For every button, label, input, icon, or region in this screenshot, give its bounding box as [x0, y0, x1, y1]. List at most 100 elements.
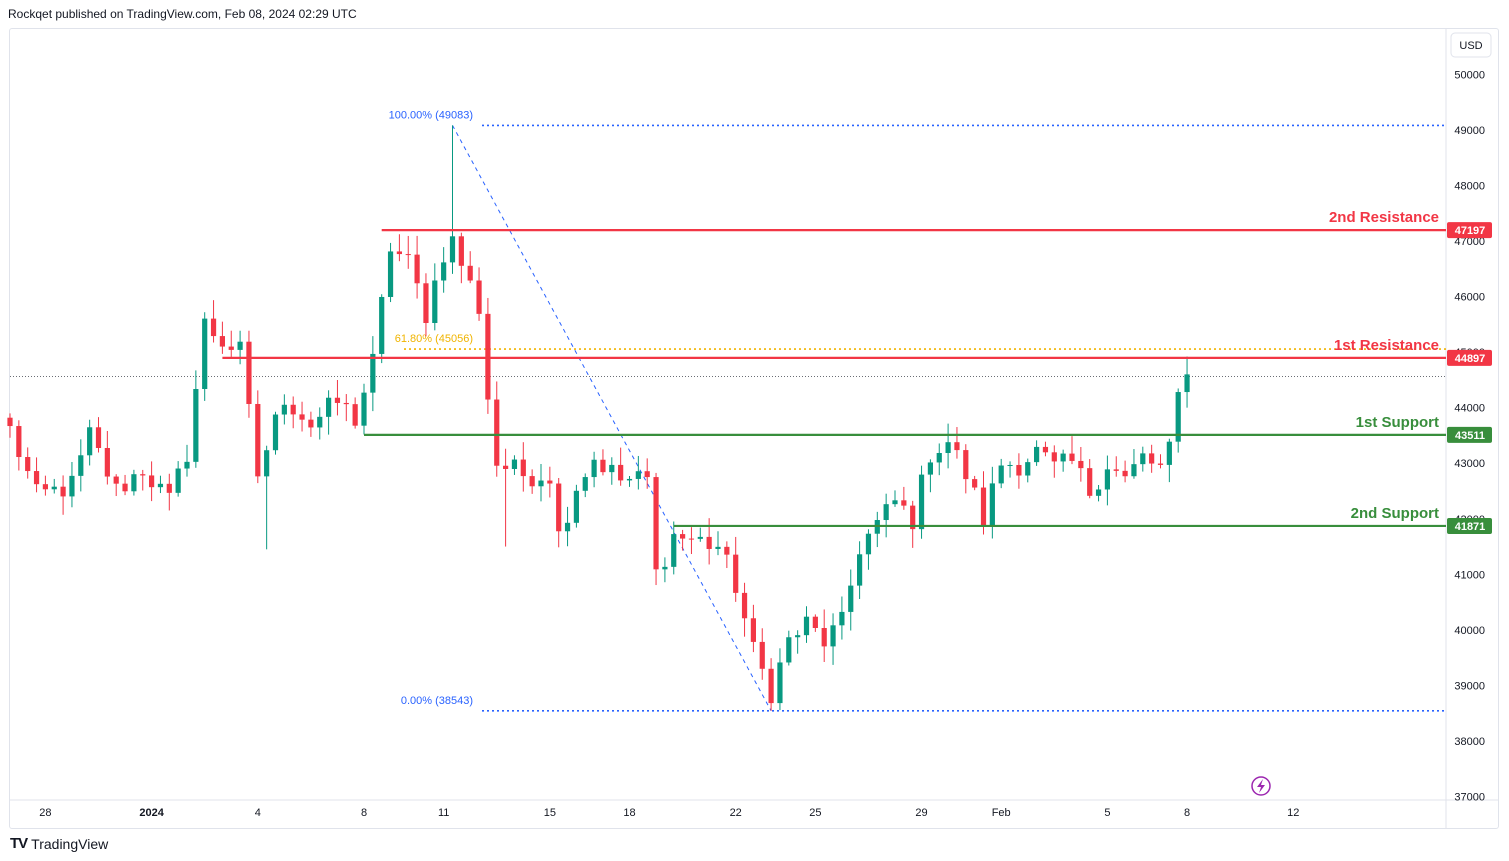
candle [193, 370, 199, 468]
candle [945, 423, 951, 469]
candle [494, 381, 500, 477]
candle-body [989, 483, 995, 526]
candle [42, 475, 48, 496]
candle-body [857, 554, 863, 586]
candle-body [591, 459, 597, 478]
candle [511, 455, 518, 475]
candle [1140, 446, 1146, 472]
candle [803, 606, 810, 643]
candle [1095, 484, 1102, 502]
candle-body [33, 471, 40, 485]
candle [680, 529, 686, 551]
x-tick-label: 8 [361, 807, 367, 819]
candle-body [361, 392, 367, 426]
resistance-label: 2nd Resistance [1329, 209, 1439, 226]
candle-body [379, 296, 385, 354]
candle [830, 613, 836, 665]
candle-body [149, 475, 155, 488]
y-tick-label: 38000 [1454, 736, 1485, 748]
candle-body [228, 346, 234, 350]
x-tick-label: 12 [1287, 807, 1299, 819]
candle-body [662, 566, 668, 570]
candle [210, 300, 217, 343]
candle [989, 466, 995, 539]
candle-body [865, 533, 872, 555]
candle [308, 411, 314, 437]
support-label: 1st Support [1356, 414, 1439, 431]
candle-body [219, 336, 225, 347]
fib-level-label: 0.00% (38543) [401, 695, 473, 707]
candle [113, 474, 119, 497]
candle [600, 449, 606, 476]
candle-body [786, 637, 792, 663]
candle [635, 455, 641, 490]
grid [10, 29, 1498, 828]
fib-trend-line[interactable] [452, 125, 772, 712]
x-tick-label: 5 [1104, 807, 1110, 819]
lightning-icon[interactable] [1251, 776, 1271, 796]
candle-body [830, 625, 836, 647]
y-tick-label: 41000 [1454, 569, 1485, 581]
candle-body [927, 462, 933, 475]
candle-body [1157, 463, 1164, 465]
candle [520, 442, 526, 492]
candle-body [352, 404, 358, 426]
candle [927, 459, 933, 493]
candle-body [405, 254, 411, 256]
candle [662, 557, 668, 583]
candle-body [520, 459, 526, 477]
candle-body [883, 504, 889, 521]
candle [963, 444, 969, 494]
x-tick-label: 28 [39, 807, 51, 819]
y-tick-label: 40000 [1454, 625, 1485, 637]
candle-body [839, 611, 845, 626]
candle [1087, 459, 1093, 499]
candle-body [272, 414, 279, 451]
candle-body [733, 554, 739, 593]
candle [671, 521, 677, 575]
candle [370, 336, 376, 412]
candle [768, 658, 774, 711]
candle [954, 427, 960, 459]
candle-body [741, 592, 748, 619]
candle-body [697, 536, 703, 539]
price-badge-label: 44897 [1455, 353, 1486, 365]
candle-body [308, 419, 314, 428]
candle [33, 457, 40, 493]
candle-body [113, 476, 119, 484]
x-tick-label: 4 [255, 807, 261, 819]
candle [140, 469, 146, 491]
candle-body [281, 404, 287, 415]
fib-level-label: 61.80% (45056) [395, 333, 473, 345]
candle-body [1042, 446, 1049, 453]
candle-body [1078, 460, 1084, 469]
candle-body [1016, 464, 1022, 476]
candle [423, 273, 429, 337]
candle-body [980, 487, 987, 526]
fib-retracement[interactable]: 100.00% (49083) 61.80% (45056) 0.00% (3854… [389, 109, 1446, 712]
y-tick-label: 37000 [1454, 791, 1485, 803]
candle-body [1060, 453, 1066, 462]
candle-body [609, 464, 615, 473]
candle-body [954, 442, 960, 451]
candle-body [458, 236, 464, 266]
candle [379, 294, 385, 364]
candle [246, 330, 252, 418]
y-tick-label: 49000 [1454, 125, 1485, 137]
tradingview-brand[interactable]: TradingView [31, 835, 109, 852]
candle [1104, 455, 1110, 506]
candle-body [1007, 464, 1013, 466]
candle-body [290, 404, 296, 415]
x-tick-label: 18 [623, 807, 635, 819]
candle [166, 473, 172, 511]
candle-body [750, 618, 756, 642]
candle-body [795, 635, 801, 638]
sr-levels[interactable]: 2nd Resistance 1st Resistance 1st Support 2… [222, 209, 1446, 528]
x-tick-label: 2024 [139, 807, 164, 819]
candle [1016, 453, 1022, 489]
candle [387, 242, 394, 303]
currency-button[interactable] [1450, 32, 1492, 58]
candle-body [671, 534, 677, 567]
candle-body [644, 471, 650, 478]
